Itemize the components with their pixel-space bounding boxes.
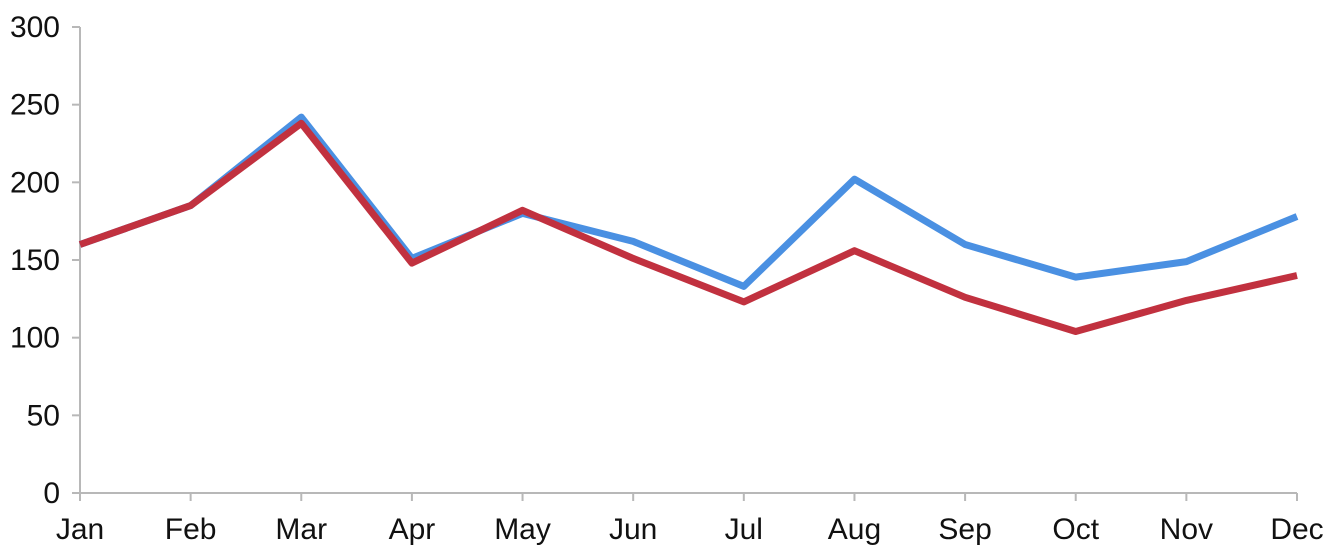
y-tick-label: 150 bbox=[10, 244, 60, 277]
y-tick-label: 50 bbox=[27, 399, 60, 432]
x-tick-label: Aug bbox=[828, 513, 881, 546]
x-tick-label: Feb bbox=[165, 513, 217, 546]
x-tick-label: Apr bbox=[389, 513, 436, 546]
y-tick-label: 200 bbox=[10, 166, 60, 199]
y-tick-label: 300 bbox=[10, 11, 60, 44]
x-tick-label: May bbox=[494, 513, 551, 546]
x-tick-label: Jan bbox=[56, 513, 104, 546]
x-tick-label: Sep bbox=[938, 513, 991, 546]
y-axis: 0 50 100 150 200 250 300 bbox=[10, 11, 81, 510]
x-tick-label: Mar bbox=[275, 513, 327, 546]
y-tick-label: 0 bbox=[43, 477, 60, 510]
x-tick-label: Dec bbox=[1270, 513, 1323, 546]
series-line-1 bbox=[78, 113, 1299, 290]
x-tick-label: Nov bbox=[1160, 513, 1213, 546]
series-lines bbox=[78, 113, 1299, 335]
x-axis: Jan Feb Mar Apr May Jun Jul Aug Sep Oct Nov Dec bbox=[56, 492, 1324, 546]
y-tick-label: 100 bbox=[10, 322, 60, 355]
x-tick-label: Jul bbox=[725, 513, 763, 546]
x-tick-label: Jun bbox=[609, 513, 657, 546]
x-tick-label: Oct bbox=[1052, 513, 1099, 546]
y-tick-label: 250 bbox=[10, 89, 60, 122]
series-line-2 bbox=[78, 119, 1298, 335]
